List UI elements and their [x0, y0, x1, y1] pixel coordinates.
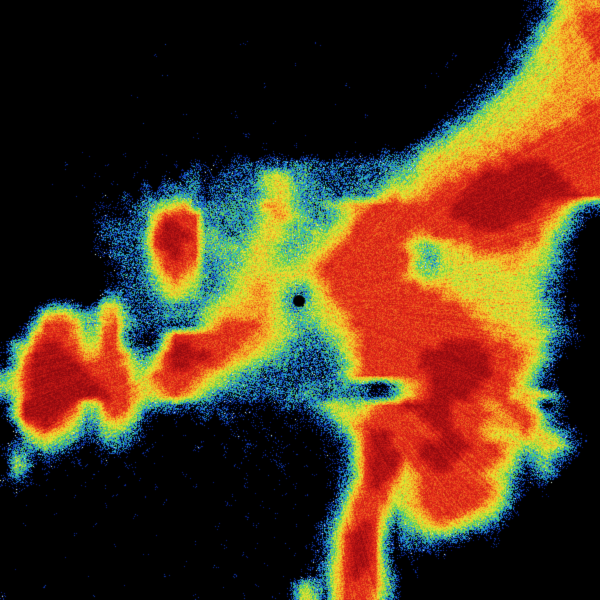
weather-radar-display [0, 0, 600, 600]
radar-reflectivity-canvas [0, 0, 600, 600]
